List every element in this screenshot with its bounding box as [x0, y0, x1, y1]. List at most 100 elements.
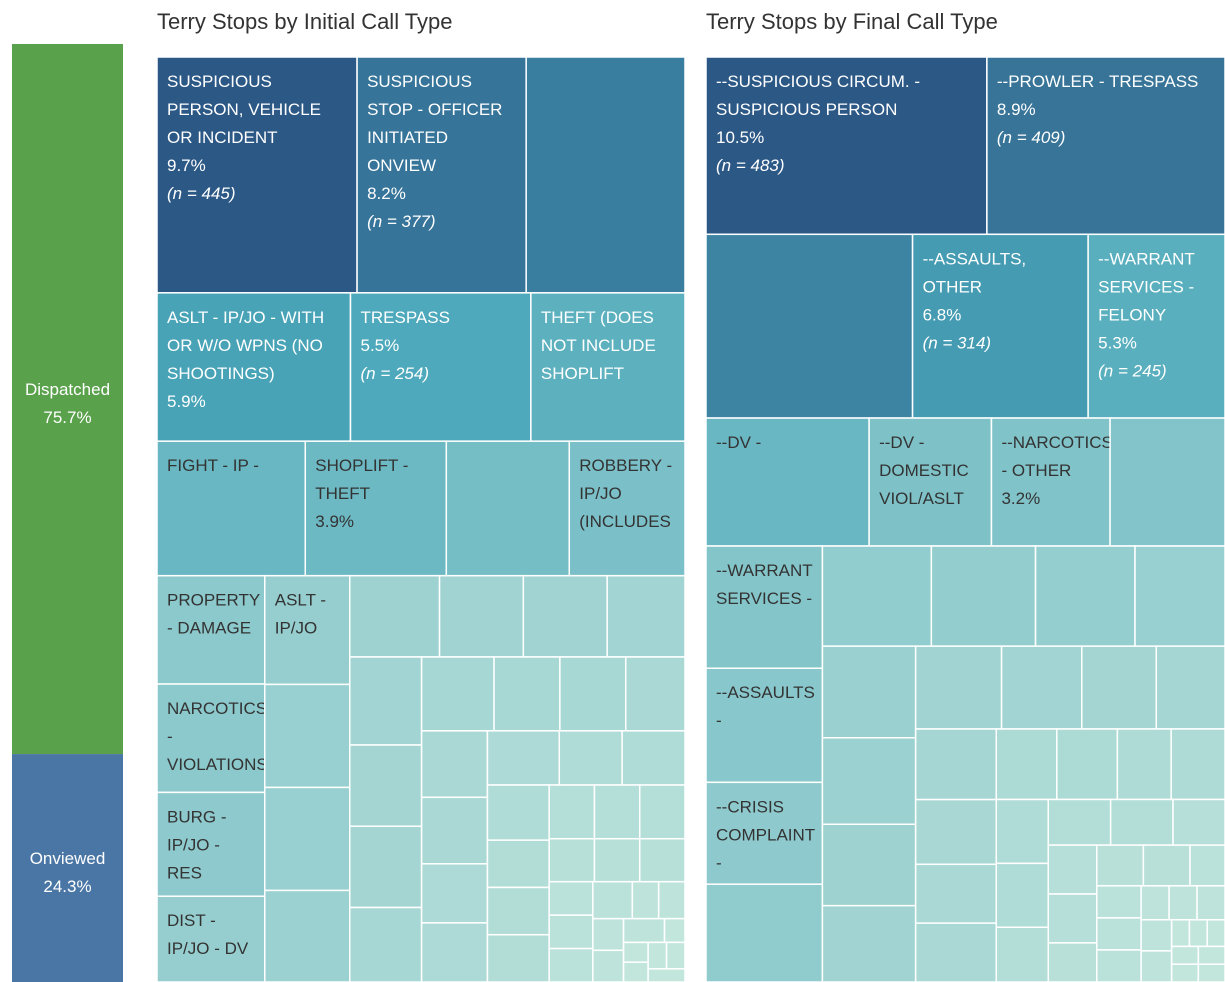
tile	[349, 574, 441, 658]
tile-labels: --WARRANT SERVICES -FELONY 5.3% (n = 245)	[1098, 249, 1195, 380]
chart-title: Terry Stops by Initial Call Type	[157, 9, 453, 34]
chart-title: Terry Stops by Final Call Type	[706, 9, 998, 34]
tile	[914, 645, 1003, 730]
tile	[420, 863, 489, 924]
tile	[156, 440, 307, 577]
tile-count: (n = 245)	[1098, 361, 1167, 380]
tile	[592, 880, 634, 920]
tile	[621, 730, 686, 786]
tile	[1155, 645, 1225, 730]
tile-labels: --PROWLER - TRESPASS 8.9% (n = 409)	[997, 72, 1199, 147]
segment-label: Dispatched	[25, 380, 110, 399]
tile	[1206, 919, 1225, 948]
tile	[705, 545, 824, 669]
segment-label: Onviewed	[30, 849, 106, 868]
tile-count: (n = 377)	[367, 212, 436, 231]
tile	[1081, 645, 1158, 730]
tile	[156, 574, 266, 685]
tile	[986, 56, 1225, 236]
tile	[665, 941, 686, 970]
tile	[438, 574, 525, 658]
tile	[622, 941, 649, 963]
tile	[493, 656, 561, 732]
tile	[631, 880, 660, 920]
tile	[592, 949, 625, 982]
tile-name: TRESPASS	[360, 308, 449, 327]
tile	[522, 574, 608, 658]
tile-name: NARCOTICS -VIOLATIONS	[167, 699, 268, 774]
tile	[486, 886, 550, 936]
tile	[1096, 949, 1142, 982]
tile	[638, 784, 686, 840]
tile-count: (n = 409)	[997, 128, 1066, 147]
tile-name: --CRISIS COMPLAINT -	[716, 797, 815, 872]
tile	[156, 791, 266, 897]
tile-value: 3.9%	[315, 512, 354, 531]
tile	[1047, 893, 1098, 944]
tile	[156, 895, 266, 982]
tile-labels: SUSPICIOUS STOP - OFFICER INITIATED ONVIEW 8…	[367, 72, 502, 231]
tile	[705, 417, 870, 547]
bar-segment	[12, 44, 123, 755]
tile	[568, 440, 686, 577]
tile-labels: SUSPICIOUS PERSON, VEHICLE OR INCIDENT 9.7%…	[167, 72, 321, 203]
tile-name: --DV -	[716, 433, 761, 452]
tile	[1000, 645, 1083, 730]
tile	[592, 917, 625, 952]
tile	[1140, 950, 1173, 982]
tile	[622, 961, 649, 982]
tile	[156, 683, 266, 794]
tile	[1170, 945, 1200, 965]
tile-labels: ROBBERY -IP/JO (INCLUDES	[579, 456, 672, 531]
tile-name: --SUSPICIOUS CIRCUM. -SUSPICIOUS PERSON	[716, 72, 920, 119]
tile-value: 5.3%	[1098, 333, 1137, 352]
tile-value: 9.7%	[167, 156, 206, 175]
tile-name: --ASSAULTS -	[716, 683, 815, 730]
tile-labels: THEFT (DOES NOT INCLUDE SHOPLIFT	[541, 308, 656, 383]
tile-value: 5.9%	[167, 392, 206, 411]
tile-name: --DV -DOMESTIC VIOL/ASLT	[879, 433, 969, 508]
tile	[995, 862, 1050, 928]
tile	[638, 837, 686, 883]
tile-name: PROPERTY - DAMAGE	[167, 591, 260, 638]
tile	[420, 730, 489, 799]
segment-value: 75.7%	[43, 408, 91, 427]
tile-labels: --NARCOTICS - OTHER 3.2%	[1001, 433, 1112, 508]
tile-value: 6.8%	[923, 305, 962, 324]
tile	[1109, 417, 1225, 547]
tile-name: --WARRANT SERVICES -FELONY	[1098, 249, 1195, 324]
tile-value: 3.2%	[1001, 489, 1040, 508]
tile	[1196, 885, 1225, 921]
tile	[1047, 798, 1112, 846]
tile	[821, 904, 917, 982]
tile-name: ASLT -IP/JO	[275, 591, 326, 638]
tile	[705, 233, 914, 419]
tile	[1087, 233, 1225, 419]
tile	[486, 730, 561, 786]
tile-labels: DIST -IP/JO - DV	[167, 911, 249, 958]
tile	[420, 796, 489, 865]
tile	[1134, 545, 1225, 647]
tile	[647, 941, 668, 970]
tile	[349, 744, 423, 828]
tile	[624, 656, 686, 732]
tile	[821, 737, 917, 826]
tile	[606, 574, 686, 658]
tile	[445, 440, 571, 577]
tile	[530, 292, 686, 442]
tile	[911, 233, 1089, 419]
tile	[914, 863, 998, 924]
tile-name: --NARCOTICS - OTHER	[1001, 433, 1112, 480]
tile	[1188, 919, 1208, 948]
tile	[1109, 798, 1174, 846]
tile-value: 10.5%	[716, 128, 764, 147]
tile	[622, 917, 666, 944]
tile	[1168, 885, 1198, 921]
tile	[264, 683, 351, 789]
tile	[995, 798, 1050, 865]
tile	[420, 656, 495, 732]
tile	[647, 968, 686, 982]
tile-name: SUSPICIOUS STOP - OFFICER INITIATED ONVIEW	[367, 72, 502, 175]
tile-labels: BURG -IP/JO -RES	[167, 807, 227, 882]
